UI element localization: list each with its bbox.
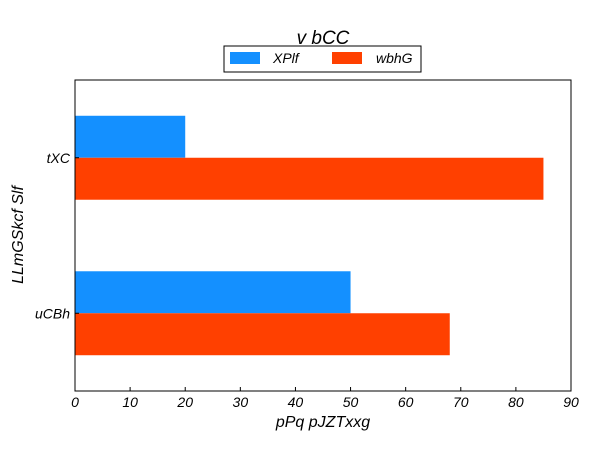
x-tick-label-60: 60 [398,394,414,410]
x-tick-label-30: 30 [233,394,249,410]
x-tick-label-0: 0 [71,394,79,410]
legend-label-xplf: XPlf [272,50,301,66]
bar-xplf-txc [75,115,186,158]
x-tick-label-50: 50 [343,394,359,410]
x-tick-label-40: 40 [288,394,304,410]
bars-group [75,115,544,356]
x-axis: 0 10 20 30 40 50 60 70 80 90 [71,387,579,410]
legend-swatch-wbhg [332,52,362,64]
x-tick-label-90: 90 [563,394,579,410]
x-tick-label-10: 10 [122,394,138,410]
x-tick-label-80: 80 [508,394,524,410]
bar-wbhg-txc [75,157,544,200]
legend-label-wbhg: wbhG [376,50,413,66]
y-tick-label-ucbh: uCBh [35,305,70,321]
x-tick-label-20: 20 [176,394,193,410]
bar-xplf-ucbh [75,271,351,314]
y-axis: uCBh tXC [35,150,79,321]
bar-wbhg-ucbh [75,313,450,356]
legend-swatch-xplf [230,52,260,64]
y-axis-label: LLmGSkcf Slf [10,185,27,284]
y-tick-label-txc: tXC [47,150,71,166]
x-tick-label-70: 70 [453,394,469,410]
plot-frame [74,79,572,392]
chart-title: v bCC [297,28,350,49]
x-axis-label: pPq pJZTxxg [275,414,370,431]
legend: XPlf wbhG [223,45,422,73]
